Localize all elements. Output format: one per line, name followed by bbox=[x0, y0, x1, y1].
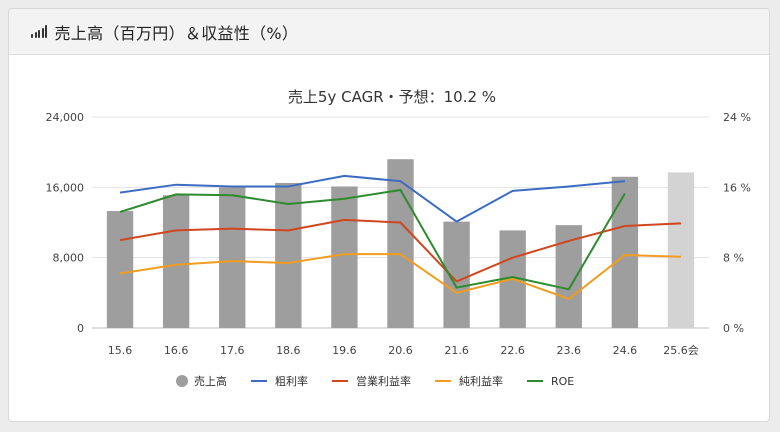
card-header: 売上高（百万円）＆収益性（%） bbox=[9, 9, 769, 55]
left-axis-tick-label: 0 bbox=[77, 322, 84, 335]
right-axis-tick-label: 16 % bbox=[723, 181, 751, 194]
left-axis-tick-label: 24,000 bbox=[46, 111, 85, 124]
x-axis-tick-label: 15.6 bbox=[108, 344, 133, 357]
sales-bar bbox=[387, 159, 414, 328]
sales-bar bbox=[555, 225, 582, 328]
series-line bbox=[119, 218, 682, 283]
right-axis-tick-label: 0 % bbox=[723, 322, 744, 335]
bar-chart-icon bbox=[31, 25, 49, 38]
sales-bar bbox=[275, 182, 302, 328]
right-axis-tick-label: 8 % bbox=[723, 252, 744, 265]
sales-bar bbox=[443, 221, 470, 328]
legend-label: 粗利率 bbox=[275, 374, 308, 388]
card-title: 売上高（百万円）＆収益性（%） bbox=[54, 23, 299, 43]
legend-item: 営業利益率 bbox=[332, 374, 411, 388]
left-axis-tick-label: 16,000 bbox=[46, 181, 85, 194]
x-axis-tick-label: 25.6会 bbox=[663, 344, 699, 357]
sales-bar bbox=[611, 176, 639, 328]
legend-item: 粗利率 bbox=[251, 374, 308, 388]
legend-circle-marker bbox=[176, 375, 188, 387]
x-axis-tick-label: 19.6 bbox=[332, 344, 357, 357]
x-axis-tick-label: 17.6 bbox=[220, 344, 245, 357]
sales-bar bbox=[667, 172, 695, 328]
legend-item: 売上高 bbox=[176, 374, 227, 388]
chart-card: 売上高（百万円）＆収益性（%） 売上5y CAGR・予想：10.2 % 0 8,0… bbox=[8, 8, 770, 422]
legend-item: 純利益率 bbox=[435, 374, 503, 388]
chart-title: 売上5y CAGR・予想：10.2 % bbox=[288, 88, 496, 106]
x-axis-tick-label: 24.6 bbox=[613, 344, 638, 357]
legend-label: ROE bbox=[551, 375, 574, 388]
sales-bar bbox=[219, 187, 246, 328]
right-axis-tick-label: 24 % bbox=[723, 111, 751, 124]
x-axis-tick-label: 20.6 bbox=[388, 344, 413, 357]
sales-bar bbox=[162, 195, 190, 328]
x-axis-tick-label: 18.6 bbox=[276, 344, 301, 357]
series-line bbox=[119, 174, 625, 223]
combo-chart: 売上5y CAGR・予想：10.2 % 0 8,000 16,000 24,000 0 … bbox=[46, 88, 751, 388]
legend-label: 営業利益率 bbox=[356, 374, 411, 388]
series-line bbox=[119, 253, 681, 300]
x-axis-tick-label: 22.6 bbox=[500, 344, 525, 357]
legend-label: 売上高 bbox=[194, 374, 227, 388]
x-axis-tick-label: 23.6 bbox=[557, 344, 582, 357]
left-axis-tick-label: 8,000 bbox=[53, 252, 85, 265]
legend-label: 純利益率 bbox=[459, 374, 503, 388]
sales-bar bbox=[331, 186, 358, 328]
legend-item: ROE bbox=[527, 375, 574, 388]
series-line bbox=[119, 188, 626, 291]
x-axis-tick-label: 21.6 bbox=[444, 344, 469, 357]
x-axis-tick-label: 16.6 bbox=[164, 344, 189, 357]
sales-bar bbox=[106, 211, 134, 328]
